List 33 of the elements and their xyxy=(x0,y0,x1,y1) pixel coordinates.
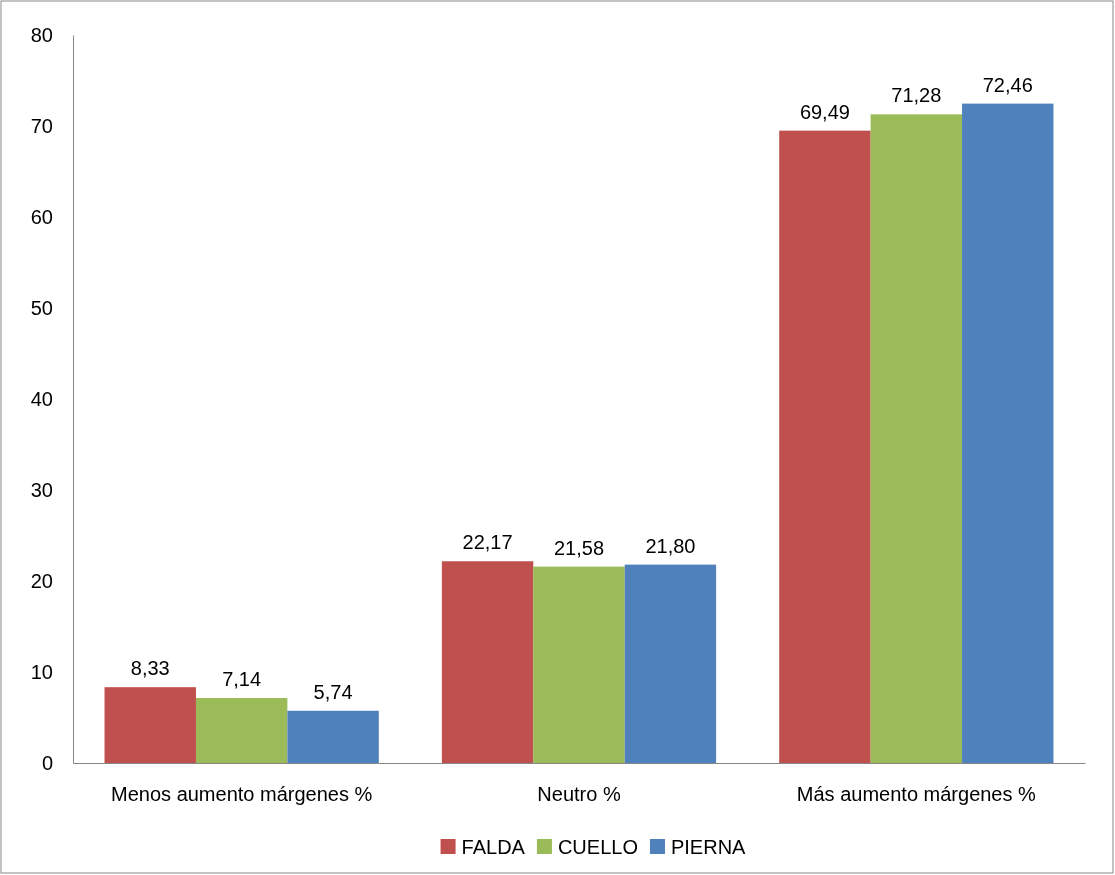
legend-label: PIERNA xyxy=(670,836,747,858)
y-tick-label: 30 xyxy=(30,478,53,501)
bar xyxy=(104,687,196,763)
bar xyxy=(779,130,871,763)
x-tick-label: Menos aumento márgenes % xyxy=(111,783,373,806)
data-label: 7,14 xyxy=(222,668,262,691)
data-label: 69,49 xyxy=(799,100,850,123)
y-tick-label: 60 xyxy=(30,205,53,228)
y-tick-label: 80 xyxy=(30,23,53,46)
bar xyxy=(441,561,534,763)
data-label: 71,28 xyxy=(891,84,942,107)
y-tick-label: 20 xyxy=(30,569,53,592)
legend-label: FALDA xyxy=(461,836,526,858)
data-label: 22,17 xyxy=(462,531,513,554)
y-tick-label: 0 xyxy=(41,751,53,774)
bar xyxy=(870,114,963,763)
bar xyxy=(287,710,379,763)
y-tick-label: 10 xyxy=(30,660,53,683)
bar xyxy=(624,564,717,763)
legend-label: CUELLO xyxy=(557,836,638,858)
data-label: 72,46 xyxy=(982,73,1033,96)
y-tick-label: 50 xyxy=(30,296,53,319)
y-tick-label: 40 xyxy=(30,387,53,410)
x-tick-label: Neutro % xyxy=(537,783,621,806)
data-label: 21,58 xyxy=(553,536,605,559)
bar xyxy=(195,698,288,763)
bar xyxy=(962,103,1054,763)
data-label: 8,33 xyxy=(130,657,170,680)
data-label: 5,74 xyxy=(313,680,353,703)
data-label: 21,80 xyxy=(645,534,696,557)
bar xyxy=(533,566,625,763)
y-tick-label: 70 xyxy=(30,114,53,137)
x-tick-label: Más aumento márgenes % xyxy=(796,783,1037,806)
